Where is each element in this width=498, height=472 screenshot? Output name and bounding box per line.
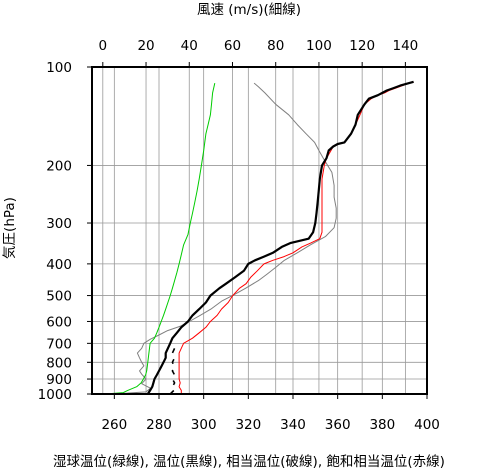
y-tick-label: 300	[46, 216, 72, 232]
series-wind-speed	[102, 82, 337, 395]
series-theta	[146, 80, 414, 395]
bottom-tick-label: 340	[280, 417, 306, 433]
top-tick-label: 60	[224, 38, 241, 54]
series-theta-e	[169, 347, 176, 395]
bottom-tick-label: 380	[369, 417, 395, 433]
top-tick-label: 80	[267, 38, 284, 54]
bottom-tick-label: 260	[101, 417, 127, 433]
y-tick-label: 600	[46, 314, 72, 330]
y-tick-label: 500	[46, 289, 72, 305]
bottom-tick-label: 300	[191, 417, 217, 433]
bottom-tick-label: 320	[235, 417, 261, 433]
axis-ticks: 0 20 40 60 80 100 120 140 260 280 300 320 340 360 380 4…	[38, 38, 440, 433]
top-tick-label: 20	[137, 38, 154, 54]
bottom-tick-label: 360	[325, 417, 351, 433]
y-tick-label: 1000	[38, 387, 72, 403]
top-tick-label: 40	[181, 38, 198, 54]
bottom-axis-title: 湿球温位(緑線), 温位(黒線), 相当温位(破線), 飽和相当温位(赤線)	[53, 454, 445, 470]
y-tick-label: 100	[46, 60, 72, 76]
grid-lines	[92, 67, 427, 394]
top-axis-title: 風速 (m/s)(細線)	[197, 2, 301, 18]
y-tick-label: 400	[46, 257, 72, 273]
y-tick-label: 200	[46, 158, 72, 174]
y-tick-label: 800	[46, 355, 72, 371]
bottom-tick-label: 280	[146, 417, 172, 433]
series-theta-es	[178, 81, 414, 394]
bottom-tick-label: 400	[414, 417, 440, 433]
top-tick-label: 120	[349, 38, 375, 54]
series-wet-bulb-theta	[92, 82, 216, 395]
y-tick-label: 900	[46, 372, 72, 388]
top-tick-label: 100	[306, 38, 332, 54]
y-axis-title: 気圧(hPa)	[2, 197, 18, 259]
y-tick-label: 700	[46, 336, 72, 352]
plot-frame	[91, 66, 428, 395]
top-tick-label: 140	[392, 38, 418, 54]
series-lines	[92, 80, 414, 395]
top-tick-label: 0	[99, 38, 108, 54]
